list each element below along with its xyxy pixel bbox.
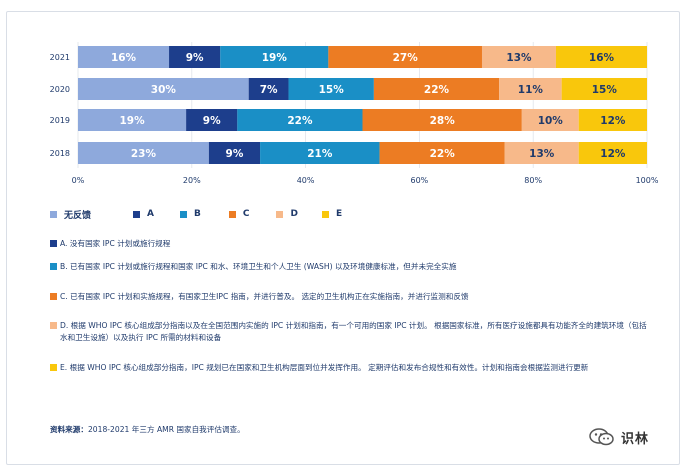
source-note: 资料来源：2018-2021 年三方 AMR 国家自我评估调查。 bbox=[50, 424, 245, 435]
bar-segment bbox=[220, 46, 329, 68]
data-label: 19% bbox=[262, 52, 288, 64]
note-item: B. 已有国家 IPC 计划或施行规程和国家 IPC 和水、环境卫生和个人卫生 … bbox=[50, 261, 650, 273]
legend-item: C bbox=[228, 209, 250, 219]
bar-segment bbox=[288, 78, 374, 100]
note-item: C. 已有国家 IPC 计划和实施规程，有国家卫生IPC 指南，并进行普及。 选… bbox=[50, 291, 650, 303]
data-label: 22% bbox=[287, 115, 313, 127]
note-text: A. 没有国家 IPC 计划或施行规程 bbox=[60, 239, 171, 248]
legend-item: D bbox=[276, 209, 298, 219]
data-label: 16% bbox=[111, 52, 137, 64]
bar-segment bbox=[521, 109, 579, 131]
note-text: E. 根据 WHO IPC 核心组成部分指南，IPC 规划已在国家和卫生机构层面… bbox=[60, 363, 589, 372]
data-label: 19% bbox=[119, 115, 145, 127]
bar-segment bbox=[78, 142, 209, 164]
bar-segment bbox=[186, 109, 238, 131]
note-item: A. 没有国家 IPC 计划或施行规程 bbox=[50, 238, 650, 250]
data-label: 15% bbox=[319, 84, 345, 96]
legend-label: B bbox=[193, 209, 201, 219]
bar-segment bbox=[328, 46, 482, 68]
bar-segment bbox=[578, 142, 647, 164]
bar-segment bbox=[504, 142, 579, 164]
legend-item: A bbox=[133, 209, 154, 219]
bar-segment bbox=[499, 78, 562, 100]
bar-segment bbox=[362, 109, 522, 131]
data-label: 7% bbox=[260, 84, 278, 96]
data-label: 13% bbox=[506, 52, 532, 64]
bar-segment bbox=[561, 78, 647, 100]
legend-swatch bbox=[50, 210, 57, 218]
bar-segment bbox=[78, 78, 249, 100]
x-tick-label: 0% bbox=[72, 176, 85, 185]
data-label: 15% bbox=[592, 84, 618, 96]
x-tick-label: 60% bbox=[411, 176, 429, 185]
note-text: C. 已有国家 IPC 计划和实施规程，有国家卫生IPC 指南，并进行普及。 选… bbox=[60, 292, 469, 301]
x-tick-label: 80% bbox=[524, 176, 542, 185]
x-tick-label: 40% bbox=[297, 176, 315, 185]
bar-segment bbox=[169, 46, 221, 68]
y-tick-label: 2019 bbox=[50, 116, 70, 125]
data-label: 12% bbox=[600, 148, 626, 160]
bar-segment bbox=[481, 46, 556, 68]
note-swatch bbox=[50, 322, 57, 329]
legend-swatch bbox=[179, 210, 187, 218]
data-label: 9% bbox=[186, 52, 204, 64]
bar-segment bbox=[78, 109, 187, 131]
wechat-icon bbox=[589, 428, 614, 446]
legend-label: A bbox=[147, 209, 154, 219]
bar-segment bbox=[208, 142, 261, 164]
note-swatch bbox=[50, 364, 57, 371]
data-label: 30% bbox=[151, 84, 177, 96]
legend-swatch bbox=[321, 210, 329, 218]
data-label: 16% bbox=[589, 52, 615, 64]
data-label: 28% bbox=[430, 115, 456, 127]
note-text: B. 已有国家 IPC 计划或施行规程和国家 IPC 和水、环境卫生和个人卫生 … bbox=[60, 262, 457, 271]
x-tick-label: 20% bbox=[183, 176, 201, 185]
data-label: 11% bbox=[518, 84, 544, 96]
legend-item: 无反馈 bbox=[50, 208, 91, 221]
note-item: D. 根据 WHO IPC 核心组成部分指南以及在全国范围内实施的 IPC 计划… bbox=[50, 320, 650, 344]
x-tick-label: 100% bbox=[636, 176, 659, 185]
data-label: 13% bbox=[529, 148, 555, 160]
legend-swatch bbox=[133, 210, 141, 218]
bar-segment bbox=[578, 109, 647, 131]
legend-swatch bbox=[228, 210, 236, 218]
watermark: 识林 bbox=[588, 427, 649, 447]
y-tick-label: 2021 bbox=[50, 53, 70, 62]
data-label: 21% bbox=[307, 148, 333, 160]
data-label: 23% bbox=[131, 148, 157, 160]
bar-segment bbox=[260, 142, 380, 164]
y-tick-label: 2018 bbox=[50, 149, 70, 158]
data-label: 22% bbox=[430, 148, 456, 160]
data-label: 10% bbox=[538, 115, 564, 127]
legend-label: D bbox=[290, 209, 298, 219]
source-text: 2018-2021 年三方 AMR 国家自我评估调查。 bbox=[87, 425, 245, 434]
bar-segment bbox=[373, 78, 500, 100]
data-label: 22% bbox=[424, 84, 450, 96]
data-label: 9% bbox=[203, 115, 221, 127]
data-label: 27% bbox=[393, 52, 419, 64]
legend-label: 无反馈 bbox=[64, 210, 92, 221]
note-swatch bbox=[50, 293, 57, 300]
watermark-text: 识林 bbox=[621, 431, 650, 447]
bar-segment bbox=[555, 46, 647, 68]
note-text: D. 根据 WHO IPC 核心组成部分指南以及在全国范围内实施的 IPC 计划… bbox=[60, 321, 647, 342]
bar-segment bbox=[237, 109, 363, 131]
legend-label: C bbox=[242, 209, 250, 219]
bar-segment bbox=[379, 142, 505, 164]
legend-item: B bbox=[179, 209, 201, 219]
note-item: E. 根据 WHO IPC 核心组成部分指南，IPC 规划已在国家和卫生机构层面… bbox=[50, 362, 650, 374]
legend-item: E bbox=[321, 209, 343, 219]
chart-legend: 无反馈 A B C D E bbox=[50, 207, 342, 221]
legend-label: E bbox=[335, 209, 343, 219]
data-label: 12% bbox=[600, 115, 626, 127]
source-label: 资料来源： bbox=[50, 425, 88, 434]
data-label: 9% bbox=[226, 148, 244, 160]
y-tick-label: 2020 bbox=[50, 85, 70, 94]
note-swatch bbox=[50, 263, 57, 270]
bar-segment bbox=[248, 78, 289, 100]
stacked-bar-chart: 0% 20% 40% 60% 80% 100% 2021 16% 9% 19% 27% 13% 16% 2… bbox=[50, 42, 659, 185]
note-swatch bbox=[50, 240, 57, 247]
legend-swatch bbox=[276, 210, 284, 218]
bar-segment bbox=[78, 46, 170, 68]
